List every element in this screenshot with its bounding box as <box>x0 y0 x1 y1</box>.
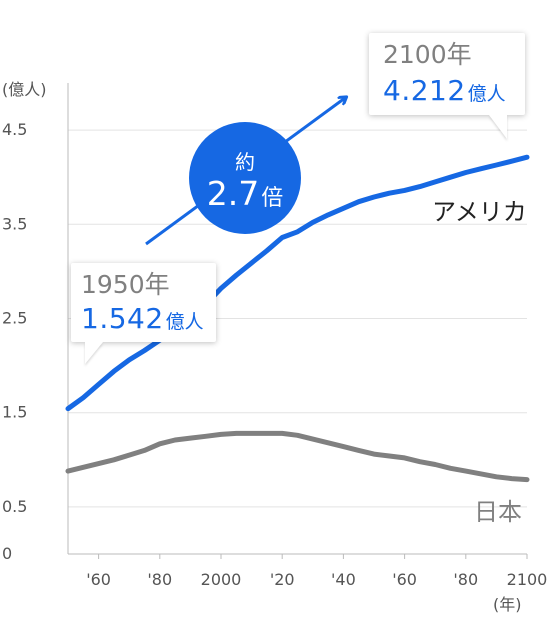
start-year-label: 1950年 <box>81 270 170 299</box>
y-tick-label: 1.5 <box>2 403 27 422</box>
x-tick-label: 2100 <box>507 570 548 589</box>
y-tick-labels: 0 0.5 1.5 2.5 3.5 4.5 <box>2 120 27 563</box>
series-lines <box>65 154 530 483</box>
y-axis-unit-label: (億人) <box>2 80 47 99</box>
end-year-label: 2100年 <box>383 40 472 69</box>
growth-multiple-badge: 約 2.7倍 <box>189 122 301 234</box>
y-tick-label: 2.5 <box>2 309 27 328</box>
series-label-usa: アメリカ <box>432 198 527 226</box>
x-tick-labels: '60 '80 2000 '20 '40 '60 '80 2100 <box>86 570 547 589</box>
y-tick-label: 0.5 <box>2 497 27 516</box>
axes: (億人) (年) <box>2 80 528 614</box>
end-value-number: 4.212 <box>383 74 466 107</box>
growth-multiple-number: 2.7 <box>206 174 260 213</box>
end-value-callout: 2100年 4.212 億人 <box>369 33 525 139</box>
start-value-unit: 億人 <box>165 311 204 333</box>
start-callout-pointer <box>85 342 103 364</box>
series-label-japan: 日本 <box>474 498 522 526</box>
growth-multiple-unit: 倍 <box>261 186 284 211</box>
x-tick-label: '60 <box>86 570 111 589</box>
x-tick-label: '20 <box>270 570 295 589</box>
x-tick-label: '60 <box>392 570 417 589</box>
x-axis-unit-label: (年) <box>493 595 522 614</box>
growth-approx-label: 約 <box>235 150 255 174</box>
x-tick-label: '80 <box>453 570 478 589</box>
y-tick-label: 3.5 <box>2 214 27 233</box>
growth-multiple-value: 2.7倍 <box>189 174 301 213</box>
y-tick-label: 0 <box>2 544 12 563</box>
end-callout-pointer <box>489 115 507 139</box>
series-line-japan <box>65 430 530 483</box>
series-line-usa <box>65 154 530 412</box>
start-value-number: 1.542 <box>81 302 164 335</box>
end-value-label: 4.212 億人 <box>383 75 506 110</box>
x-tick-label: 2000 <box>201 570 242 589</box>
x-tick-label: '40 <box>331 570 356 589</box>
end-value-unit: 億人 <box>467 83 506 105</box>
y-tick-label: 4.5 <box>2 120 27 139</box>
start-value-callout: 1950年 1.542 億人 <box>71 263 216 364</box>
x-tick-label: '80 <box>147 570 172 589</box>
start-value-label: 1.542 億人 <box>81 303 204 338</box>
